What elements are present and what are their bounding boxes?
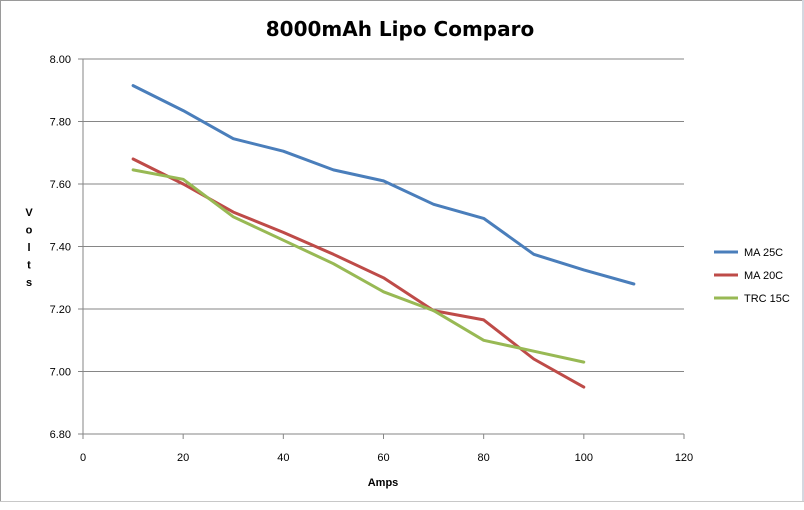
y-tick-labels: 6.80 7.00 7.20 7.40 7.60 7.80 8.00: [50, 54, 71, 441]
y-tick-label: 8.00: [50, 54, 71, 66]
x-tick-label: 80: [478, 452, 490, 464]
bottom-strip: [0, 501, 804, 510]
x-tick-labels: 0 20 40 60 80 100 120: [80, 452, 693, 464]
x-tick-label: 120: [675, 452, 693, 464]
y-tick-label: 7.80: [50, 117, 71, 129]
window-edge: [802, 0, 804, 509]
y-axis-title-letter: s: [26, 277, 32, 289]
legend-label: MA 20C: [744, 270, 783, 282]
x-tick-label: 100: [575, 452, 593, 464]
x-tick-label: 60: [377, 452, 389, 464]
series-line-1: [131, 84, 636, 286]
y-tick-label: 6.80: [50, 429, 71, 441]
series-line-3: [131, 168, 586, 364]
x-axis-title: Amps: [368, 477, 399, 489]
gridlines: [83, 58, 684, 372]
x-tick-label: 40: [277, 452, 289, 464]
x-tick-label: 0: [80, 452, 86, 464]
series-lines: [131, 84, 636, 389]
axes: [78, 58, 685, 439]
y-tick-label: 7.60: [50, 179, 71, 191]
y-tick-label: 7.20: [50, 304, 71, 316]
chart-title: 8000mAh Lipo Comparo: [266, 17, 534, 41]
legend-label: TRC 15C: [744, 293, 790, 305]
legend: MA 25C MA 20C TRC 15C: [714, 247, 790, 305]
y-axis-title-letter: V: [25, 207, 33, 219]
y-axis-title-letter: t: [27, 260, 31, 272]
y-tick-label: 7.00: [50, 367, 71, 379]
y-axis-title-letter: l: [27, 242, 30, 254]
legend-label: MA 25C: [744, 247, 783, 259]
y-axis-title-letter: o: [26, 225, 33, 237]
x-tick-label: 20: [177, 452, 189, 464]
y-tick-label: 7.40: [50, 242, 71, 254]
